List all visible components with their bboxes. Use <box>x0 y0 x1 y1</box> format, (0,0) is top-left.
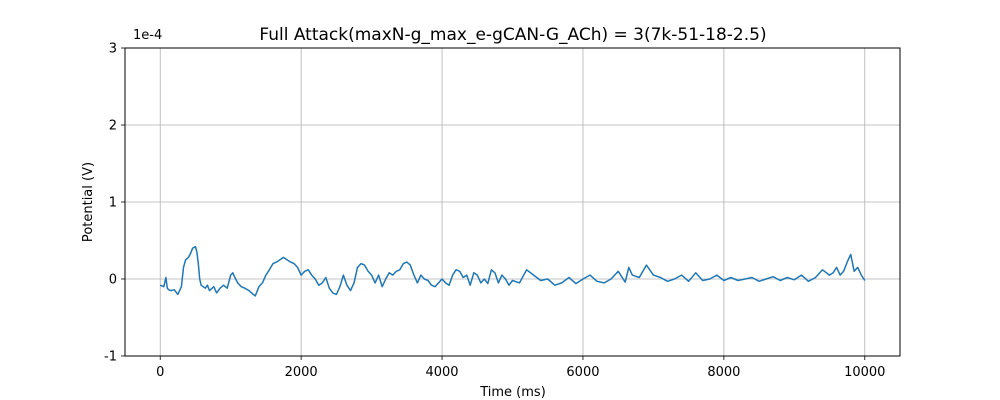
x-tick-label: 0 <box>156 365 164 380</box>
y-tick-label: -1 <box>104 350 117 365</box>
x-tick-label: 2000 <box>285 365 318 380</box>
x-tick-label: 4000 <box>425 365 458 380</box>
grid <box>125 47 900 357</box>
x-tick-label: 8000 <box>707 365 740 380</box>
x-tick-label: 6000 <box>566 365 599 380</box>
y-tick-label: 3 <box>109 42 117 57</box>
x-tick-label: 10000 <box>844 365 885 380</box>
y-axis-label: Potential (V) <box>81 162 96 242</box>
grid-y <box>125 47 900 357</box>
y-tick-label: 0 <box>109 273 117 288</box>
chart-title: Full Attack(maxN-g_max_e-gCAN-G_ACh) = 3… <box>259 25 766 45</box>
y-scale-label: 1e-4 <box>133 28 162 43</box>
y-tick-label: 2 <box>109 119 117 134</box>
y-ticks: -1 0 1 2 3 <box>104 42 125 365</box>
series-line <box>159 245 866 297</box>
x-ticks: 0 2000 4000 6000 8000 10000 <box>156 356 885 380</box>
y-tick-label: 1 <box>109 196 117 211</box>
x-axis-label: Time (ms) <box>479 385 546 400</box>
